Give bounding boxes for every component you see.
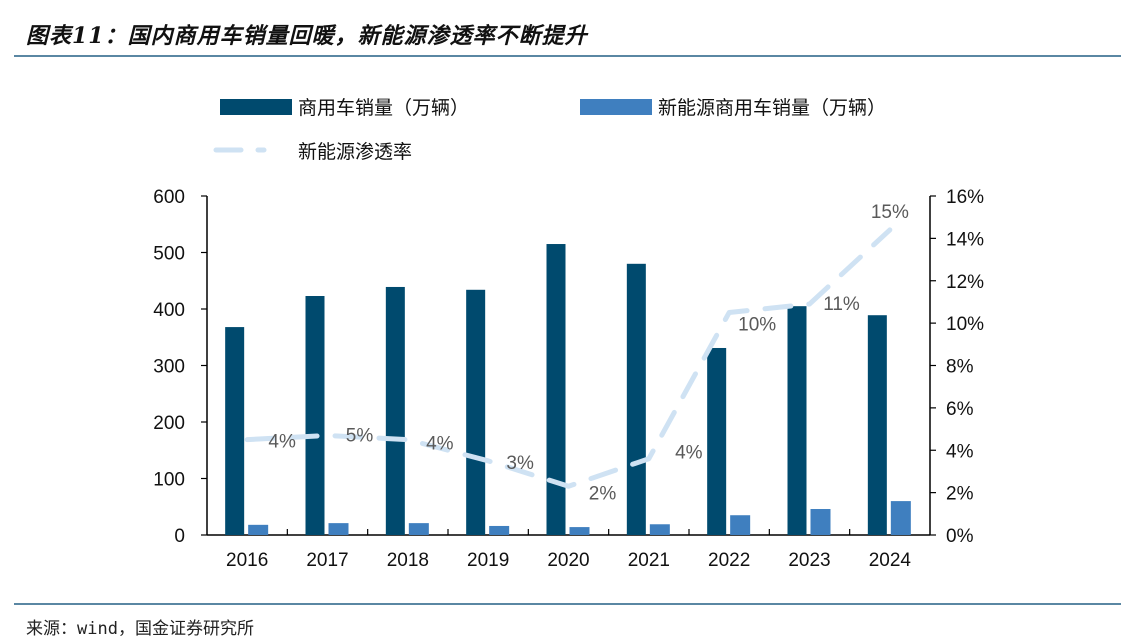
penetration-data-label: 15% <box>871 202 909 223</box>
right-axis-tick-label: 12% <box>946 272 984 293</box>
right-axis-tick-label: 16% <box>946 187 984 208</box>
right-axis-tick-label: 14% <box>946 229 984 250</box>
x-axis-tick-label: 2020 <box>547 550 589 571</box>
right-axis-tick-label: 0% <box>946 526 974 547</box>
bar-cv-sales <box>707 347 727 535</box>
bar-nev-sales <box>408 523 429 535</box>
legend-swatch-nev-sales <box>580 99 652 115</box>
left-axis-tick-label: 500 <box>153 244 185 265</box>
penetration-data-label: 2% <box>589 483 617 504</box>
bar-cv-sales <box>305 296 325 535</box>
bottom-divider <box>14 603 1121 605</box>
right-axis-tick-label: 8% <box>946 357 974 378</box>
legend: 商用车销量（万辆） 新能源商用车销量（万辆） 新能源渗透率 <box>213 97 886 163</box>
penetration-data-label: 11% <box>823 294 860 315</box>
penetration-data-label: 3% <box>506 453 534 474</box>
x-axis-tick-label: 2018 <box>387 550 429 571</box>
right-axis-tick-label: 2% <box>946 484 974 505</box>
left-axis-tick-label: 100 <box>153 470 185 491</box>
bar-nev-sales <box>569 527 590 535</box>
bar-nev-sales <box>890 501 911 535</box>
right-axis-tick-label: 6% <box>946 399 974 420</box>
left-axis-tick-label: 600 <box>153 187 185 208</box>
x-axis-tick-label: 2024 <box>869 550 912 571</box>
legend-label-penetration: 新能源渗透率 <box>298 141 412 163</box>
bar-cv-sales <box>867 315 887 535</box>
right-axis-tick-label: 4% <box>946 441 974 462</box>
bar-cv-sales <box>385 286 405 535</box>
penetration-data-label: 4% <box>268 432 296 453</box>
penetration-data-label: 4% <box>426 434 454 455</box>
left-axis-tick-label: 200 <box>153 413 185 434</box>
left-axis-tick-label: 0 <box>174 526 185 547</box>
legend-label-nev-sales: 新能源商用车销量（万辆） <box>658 97 886 119</box>
source-note: 来源：wind，国金证券研究所 <box>26 619 254 639</box>
left-axis-tick-label: 300 <box>153 357 185 378</box>
bar-cv-sales <box>626 263 646 535</box>
chart-title: 图表11：国内商用车销量回暖，新能源渗透率不断提升 <box>26 23 588 49</box>
bar-cv-sales <box>546 244 566 535</box>
bar-nev-sales <box>248 524 269 535</box>
x-axis-tick-label: 2021 <box>628 550 670 571</box>
x-axis-tick-label: 2023 <box>788 550 830 571</box>
x-axis-tick-label: 2017 <box>306 550 348 571</box>
x-axis-tick-label: 2022 <box>708 550 750 571</box>
bar-cv-sales <box>466 289 486 535</box>
bar-nev-sales <box>730 515 751 535</box>
bar-nev-sales <box>810 509 831 535</box>
penetration-data-label: 10% <box>738 315 776 336</box>
legend-label-cv-sales: 商用车销量（万辆） <box>298 97 469 119</box>
penetration-data-label: 5% <box>346 425 374 446</box>
right-axis-tick-label: 10% <box>946 314 984 335</box>
bar-nev-sales <box>489 525 510 535</box>
penetration-data-label: 4% <box>675 443 703 464</box>
top-divider <box>14 55 1121 57</box>
penetration-line <box>244 227 893 489</box>
legend-swatch-cv-sales <box>220 99 292 115</box>
x-axis-tick-label: 2019 <box>467 550 509 571</box>
bar-cv-sales <box>787 306 807 535</box>
left-axis-tick-label: 400 <box>153 300 185 321</box>
x-axis-tick-label: 2016 <box>226 550 268 571</box>
bar-cv-sales <box>225 327 245 535</box>
bar-nev-sales <box>328 523 349 535</box>
bar-nev-sales <box>649 524 670 535</box>
